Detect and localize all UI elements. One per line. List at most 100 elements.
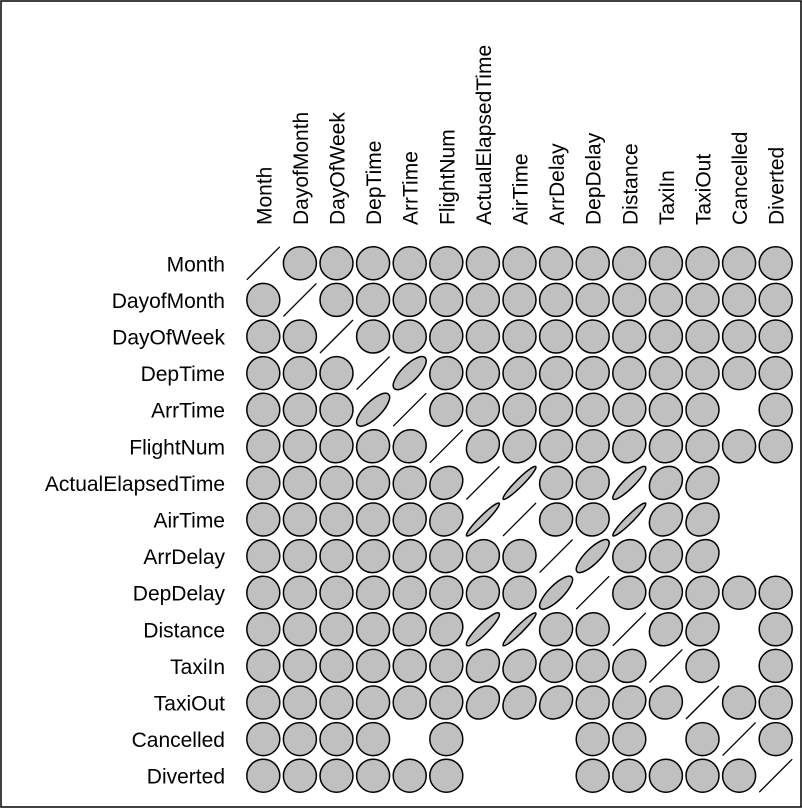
- cell-flightnum-dayofmonth: [282, 429, 318, 464]
- cell-actualelapsedtime-flightnum: [429, 465, 464, 501]
- cell-dayofweek-arrtime: [392, 319, 427, 354]
- cell-flightnum-taxiin: [648, 429, 684, 464]
- column-label-diverted: Diverted: [766, 147, 789, 225]
- cell-dayofweek-arrdelay: [538, 319, 574, 354]
- cell-depdelay-airtime: [502, 575, 537, 610]
- cell-taxiout-taxiin: [648, 685, 684, 720]
- cell-flightnum-flightnum: [429, 429, 464, 464]
- cell-distance-dayofmonth: [282, 612, 318, 647]
- row-label-actualelapsedtime: ActualElapsedTime: [45, 473, 225, 496]
- cell-dayofweek-flightnum: [429, 319, 464, 354]
- cell-arrtime-dayofmonth: [282, 392, 318, 427]
- row-label-arrtime: ArrTime: [151, 400, 225, 423]
- cell-dayofweek-cancelled: [721, 319, 757, 354]
- cell-arrtime-diverted: [758, 392, 793, 427]
- cell-arrdelay-deptime: [355, 538, 391, 574]
- cell-deptime-taxiout: [685, 355, 720, 391]
- cell-airtime-dayofmonth: [282, 502, 318, 537]
- cell-flightnum-dayofweek: [319, 429, 354, 464]
- cell-deptime-month: [246, 355, 281, 391]
- cell-actualelapsedtime-arrdelay: [538, 465, 574, 501]
- cell-deptime-taxiin: [648, 355, 684, 391]
- cell-taxiout-dayofweek: [319, 685, 354, 720]
- cell-diverted-distance: [612, 758, 647, 793]
- cell-actualelapsedtime-depdelay: [575, 465, 610, 501]
- cell-taxiin-distance: [612, 648, 647, 684]
- row-label-month: Month: [167, 253, 225, 276]
- cell-depdelay-diverted: [758, 575, 793, 610]
- cell-cancelled-deptime: [355, 721, 391, 757]
- cell-flightnum-cancelled: [721, 429, 757, 464]
- cell-actualelapsedtime-arrtime: [392, 465, 427, 501]
- column-label-month: Month: [253, 167, 276, 225]
- cell-cancelled-dayofmonth: [282, 721, 318, 757]
- cell-flightnum-taxiout: [685, 429, 720, 464]
- cell-taxiin-deptime: [355, 648, 391, 684]
- cell-arrdelay-taxiout: [685, 538, 720, 574]
- cell-taxiin-airtime: [502, 648, 537, 684]
- cell-arrtime-taxiout: [685, 392, 720, 427]
- cell-taxiin-arrdelay: [538, 648, 574, 684]
- cell-deptime-dayofweek: [319, 355, 354, 391]
- column-label-taxiout: TaxiOut: [693, 154, 716, 225]
- cell-depdelay-dayofweek: [319, 575, 354, 610]
- cell-cancelled-taxiout: [685, 721, 720, 757]
- cell-deptime-cancelled: [721, 355, 757, 391]
- cell-arrtime-taxiin: [648, 392, 684, 427]
- cell-arrtime-arrdelay: [538, 392, 574, 427]
- cell-arrtime-airtime: [502, 392, 537, 427]
- cell-deptime-flightnum: [429, 355, 464, 391]
- cell-taxiin-diverted: [758, 648, 793, 684]
- cell-actualelapsedtime-deptime: [355, 465, 391, 501]
- cell-flightnum-actualelapsedtime: [465, 429, 501, 464]
- cell-month-taxiout: [685, 246, 720, 281]
- cell-arrtime-dayofweek: [319, 392, 354, 427]
- cell-arrdelay-dayofmonth: [282, 538, 318, 574]
- cell-diverted-flightnum: [429, 758, 464, 793]
- cell-arrdelay-flightnum: [429, 538, 464, 574]
- cell-month-depdelay: [575, 246, 610, 281]
- cell-deptime-airtime: [502, 355, 537, 391]
- cell-cancelled-dayofweek: [319, 721, 354, 757]
- cell-taxiout-diverted: [758, 685, 793, 720]
- cell-taxiout-airtime: [502, 685, 537, 720]
- cell-arrtime-arrtime: [392, 392, 427, 427]
- cell-dayofmonth-taxiout: [685, 282, 720, 318]
- column-label-distance: Distance: [619, 143, 642, 225]
- column-label-airtime: AirTime: [510, 153, 533, 225]
- cell-deptime-actualelapsedtime: [465, 355, 501, 391]
- row-label-dayofmonth: DayofMonth: [112, 290, 225, 313]
- cell-cancelled-flightnum: [429, 721, 464, 757]
- cell-diverted-arrtime: [392, 758, 427, 793]
- cell-flightnum-month: [246, 429, 281, 464]
- cell-airtime-airtime: [502, 502, 537, 537]
- cell-depdelay-deptime: [355, 575, 391, 610]
- cell-arrdelay-airtime: [502, 538, 537, 574]
- cell-month-deptime: [355, 246, 391, 281]
- cell-distance-diverted: [758, 612, 793, 647]
- row-label-dayofweek: DayOfWeek: [112, 327, 225, 350]
- cell-distance-actualelapsedtime: [465, 612, 501, 647]
- cell-depdelay-actualelapsedtime: [465, 575, 501, 610]
- cell-airtime-arrdelay: [538, 502, 574, 537]
- cell-diverted-month: [246, 758, 281, 793]
- cell-cancelled-diverted: [758, 721, 793, 757]
- cell-month-airtime: [502, 246, 537, 281]
- column-labels: Month DayofMonth DayOfWeek DepTime ArrTime Fl…: [253, 45, 788, 225]
- cell-depdelay-dayofmonth: [282, 575, 318, 610]
- cell-dayofmonth-distance: [612, 282, 647, 318]
- cell-arrtime-flightnum: [429, 392, 464, 427]
- row-label-distance: Distance: [143, 619, 225, 642]
- cell-actualelapsedtime-actualelapsedtime: [465, 465, 500, 500]
- cell-dayofmonth-dayofmonth: [282, 282, 317, 317]
- cell-actualelapsedtime-distance: [612, 465, 647, 501]
- cell-distance-taxiin: [648, 612, 684, 647]
- cell-distance-distance: [612, 612, 647, 647]
- cell-dayofmonth-arrtime: [392, 282, 427, 318]
- cell-deptime-diverted: [758, 355, 793, 391]
- cell-dayofweek-distance: [612, 319, 647, 354]
- cell-actualelapsedtime-taxiin: [648, 465, 684, 501]
- cell-flightnum-airtime: [502, 429, 537, 464]
- row-label-taxiout: TaxiOut: [154, 693, 225, 716]
